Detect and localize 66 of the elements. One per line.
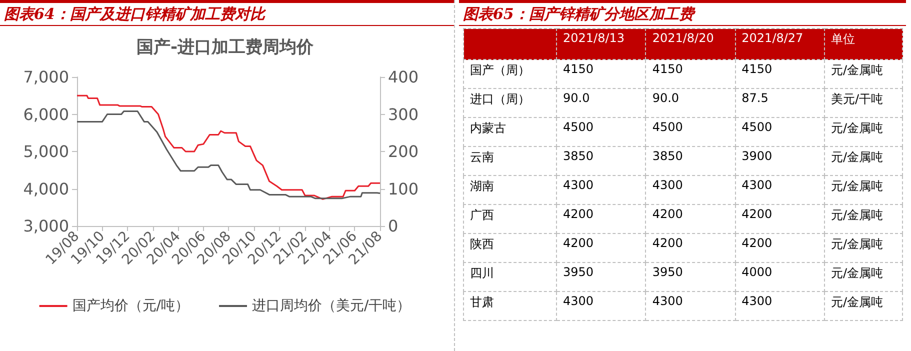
category-label: 进口（周）	[470, 92, 530, 106]
text: 3850	[652, 149, 683, 163]
text: 90.0	[563, 91, 590, 105]
category-label: 2021/8/20	[646, 28, 736, 60]
y2-tick-label: 200	[388, 142, 419, 161]
chart-title: 图表64：国产及进口锌精矿加工费对比	[0, 0, 454, 26]
text: 元/金属吨	[830, 150, 884, 164]
text: 元/金属吨	[830, 63, 884, 77]
category-label: 国产（周）	[470, 63, 530, 77]
text: 3950	[652, 265, 683, 279]
text: 元/金属吨	[830, 266, 884, 280]
text: 元/金属吨	[830, 237, 884, 251]
text: 3950	[563, 265, 594, 279]
text: 4200	[742, 207, 772, 221]
text: 4000	[742, 265, 772, 279]
text: 4200	[563, 236, 594, 250]
text: 4150	[563, 62, 594, 76]
text: 90.0	[652, 91, 680, 105]
text: 元/金属吨	[830, 121, 884, 135]
category-label: 云南	[470, 150, 494, 164]
y2-tick-label: 100	[388, 179, 419, 198]
text: 元/金属吨	[830, 295, 884, 309]
text: 4300	[563, 178, 594, 192]
category-label: 2021/8/13	[556, 28, 646, 60]
text: 元/金属吨	[830, 208, 884, 222]
category-label: 甘肃	[470, 295, 494, 309]
text: 4300	[742, 294, 772, 308]
text: 4300	[742, 178, 772, 192]
y2-tick-label: 300	[388, 104, 419, 124]
y-tick-label: 7,000	[23, 68, 69, 86]
category-label: 内蒙古	[470, 121, 506, 135]
category-label: 单位	[824, 28, 902, 60]
y-tick-label: 5,000	[23, 142, 69, 161]
text: 4300	[652, 294, 683, 308]
text: 3900	[742, 149, 772, 163]
text: 4300	[563, 294, 594, 308]
y-tick-label: 3,000	[23, 216, 69, 236]
text: 3850	[563, 149, 594, 163]
text: 4150	[742, 62, 772, 76]
legend-label: 国产均价（元/吨）	[72, 298, 189, 314]
line-series	[76, 94, 381, 200]
legend-label: 进口周均价（美元/干吨）	[252, 298, 411, 314]
chart-subtitle: 国产-进口加工费周均价	[136, 38, 315, 58]
y-tick-label: 4,000	[23, 179, 69, 198]
text: 4200	[742, 236, 772, 250]
category-label: 四川	[470, 266, 494, 280]
text: 4150	[652, 62, 683, 76]
text: 4200	[563, 207, 594, 221]
y2-tick-label: 0	[388, 216, 398, 236]
category-label: 陕西	[470, 237, 494, 251]
category-label: 2021/8/27	[735, 28, 824, 60]
text: 4200	[652, 236, 683, 250]
line-series	[76, 110, 381, 200]
text: 4500	[652, 120, 683, 134]
y2-tick-label: 400	[388, 68, 419, 86]
text: 4500	[742, 120, 772, 134]
text: 元/金属吨	[830, 179, 884, 193]
text: 图表65：国产锌精矿分地区加工费	[459, 0, 906, 26]
category-label: 广西	[470, 208, 494, 222]
y-tick-label: 6,000	[23, 104, 69, 124]
text: 4500	[563, 120, 594, 134]
category-label: 湖南	[470, 179, 494, 193]
text: 美元/干吨	[830, 92, 884, 106]
text: 4200	[652, 207, 683, 221]
text: 87.5	[742, 91, 768, 105]
text: 4300	[652, 178, 683, 192]
